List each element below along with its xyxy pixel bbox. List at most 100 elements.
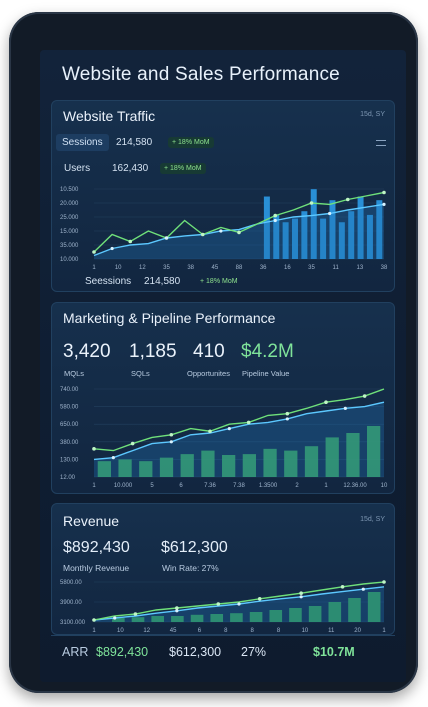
y-tick-label: 650.00: [60, 422, 79, 428]
chart-bar: [325, 437, 339, 477]
kpi-mqls-label: MQLs: [64, 369, 85, 378]
series-point: [361, 587, 365, 591]
chart-bar: [201, 450, 215, 477]
chart-bar: [151, 616, 164, 622]
series-point: [299, 591, 303, 595]
page-title: Website and Sales Performance: [62, 64, 340, 85]
revenue-date-range[interactable]: 15d, SY: [360, 516, 385, 523]
series-line-a: [93, 388, 385, 452]
series-point: [246, 420, 251, 425]
x-tick-label: 1: [92, 628, 96, 634]
y-tick-label: 10.500: [60, 187, 79, 193]
series-point: [237, 602, 241, 606]
x-tick-label: 10.000: [114, 483, 133, 489]
x-tick-label: 7.38: [233, 483, 245, 489]
series-point: [169, 440, 173, 444]
series-point: [345, 197, 350, 202]
chart-bar: [338, 222, 345, 259]
series-point: [113, 616, 117, 620]
x-tick-label: 1: [382, 628, 386, 634]
chart-bar: [263, 448, 277, 477]
series-point: [299, 595, 303, 599]
footer-sessions-value: 214,580: [144, 276, 181, 287]
x-tick-label: 7.36: [204, 483, 216, 489]
chart-bar: [210, 614, 224, 622]
x-tick-label: 20: [354, 628, 361, 634]
series-point: [128, 239, 133, 244]
y-tick-label: 580.00: [60, 405, 79, 411]
menu-icon[interactable]: [376, 140, 386, 146]
series-point: [309, 201, 314, 205]
chart-bar: [222, 455, 236, 477]
chart-bar: [230, 613, 243, 622]
users-label: Users: [64, 163, 91, 174]
chart-bar: [320, 218, 327, 259]
series-point: [200, 232, 205, 237]
chart-bar: [159, 457, 174, 477]
x-tick-label: 38: [381, 265, 388, 271]
series-point: [164, 236, 169, 240]
website-traffic-panel: Website Traffic 15d, SY Sessions 214,580…: [51, 100, 395, 292]
series-line-a: [93, 581, 385, 621]
series-point: [362, 394, 367, 398]
chart-bar: [367, 592, 381, 622]
series-point: [285, 417, 289, 421]
x-tick-label: 1: [92, 483, 96, 489]
chart-bar: [289, 608, 302, 622]
series-point: [273, 218, 277, 223]
traffic-chart: 10.500 20.000 25.000 15.000 35.000 10.000 1 10 1…: [60, 187, 388, 271]
monthly-revenue-label: Monthly Revenue: [63, 563, 130, 573]
series-point: [175, 606, 179, 610]
kpi-opportunities-value: 410: [193, 341, 225, 362]
chart-bar: [357, 196, 364, 259]
x-tick-label: 35: [308, 265, 315, 271]
chart-bar: [301, 211, 308, 259]
series-point: [227, 427, 231, 431]
chart-bar: [376, 200, 383, 259]
x-tick-label: 1: [324, 483, 328, 489]
arr-rate: 27%: [241, 645, 267, 659]
panel-title-traffic: Website Traffic: [63, 108, 156, 124]
sessions-value: 214,580: [116, 137, 153, 148]
series-point: [92, 618, 96, 622]
series-point: [328, 211, 332, 216]
chart-bar: [269, 610, 283, 622]
x-tick-label: 10: [381, 483, 388, 489]
x-tick-label: 1: [92, 265, 96, 271]
users-value: 162,430: [112, 163, 149, 174]
kpi-opportunities-label: Opportunites: [187, 369, 230, 378]
traffic-date-range[interactable]: 15d, SY: [360, 111, 385, 118]
x-tick-label: 88: [236, 265, 243, 271]
chart-bar: [366, 214, 373, 259]
x-tick-label: 8: [277, 628, 281, 634]
y-tick-label: 380.00: [60, 440, 79, 446]
x-tick-label: 12: [143, 628, 150, 634]
x-tick-label: 12: [139, 265, 146, 271]
series-point: [130, 441, 135, 446]
x-tick-label: 5: [150, 483, 154, 489]
footer-delta-badge: + 18% MoM: [200, 278, 238, 285]
series-point: [382, 202, 386, 206]
chart-bar: [97, 461, 111, 477]
series-point: [110, 246, 114, 251]
x-tick-label: 11: [328, 628, 335, 634]
x-tick-label: 8: [224, 628, 228, 634]
x-tick-label: 11: [333, 265, 340, 271]
chart-bar: [367, 425, 381, 477]
revenue-panel: Revenue 15d, SY $892,430 Monthly Revenue…: [51, 503, 395, 635]
footer-sessions-label: Seessions: [85, 276, 132, 287]
kpi-sqls-value: 1,185: [129, 341, 177, 362]
y-tick-label: 740.00: [60, 387, 79, 393]
arr-value-2: $612,300: [169, 645, 222, 659]
series-point: [92, 250, 96, 254]
chart-bar: [348, 598, 361, 622]
x-tick-label: 38: [187, 265, 194, 271]
series-point: [324, 400, 328, 404]
chart-bar: [131, 617, 145, 622]
sessions-tab[interactable]: Sessions: [56, 134, 109, 151]
chart-bar: [112, 618, 125, 622]
users-delta-badge: + 18% MoM: [160, 163, 206, 174]
series-point: [382, 580, 386, 584]
kpi-pipeline-label: Pipeline Value: [242, 369, 290, 378]
arr-total: $10.7M: [313, 645, 355, 659]
